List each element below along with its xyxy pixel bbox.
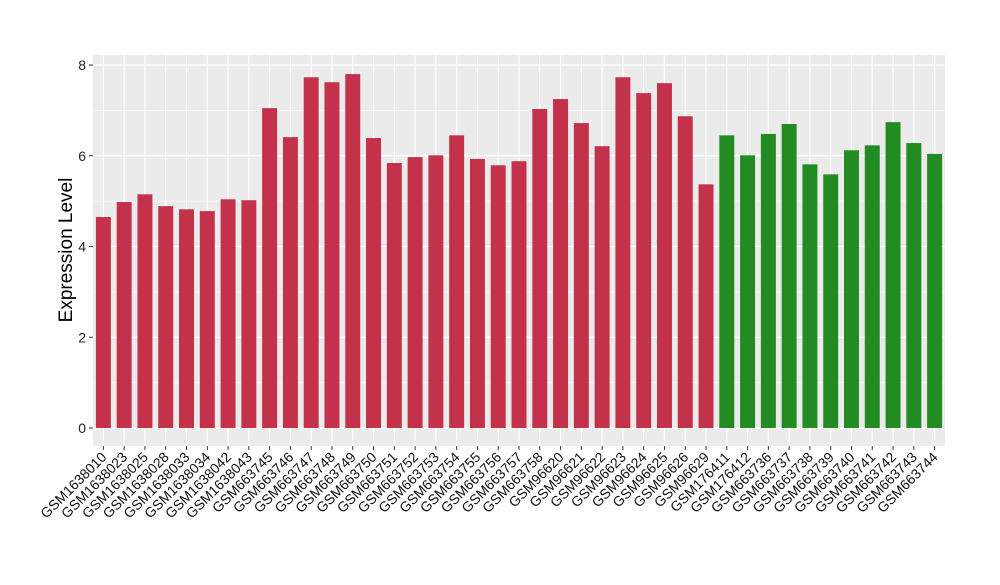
bars: [95, 74, 943, 429]
bar-GSM663751: [386, 163, 402, 428]
bar-GSM1638028: [158, 206, 174, 428]
bar-GSM1638042: [220, 199, 236, 428]
y-tick-label: 2: [78, 329, 86, 345]
bar-GSM1638033: [179, 209, 194, 428]
y-tick-label: 4: [78, 239, 86, 255]
bar-GSM663754: [449, 135, 465, 429]
bar-GSM663740: [844, 150, 859, 428]
bar-GSM1638025: [137, 194, 153, 428]
bar-GSM663746: [282, 137, 298, 429]
bar-GSM663747: [303, 77, 319, 428]
bar-GSM176411: [719, 135, 735, 429]
bar-GSM1638043: [241, 200, 257, 428]
bar-GSM663755: [469, 158, 485, 428]
y-tick-label: 8: [78, 57, 86, 73]
bar-GSM1638034: [199, 211, 215, 428]
bar-GSM663736: [760, 133, 776, 428]
bar-GSM663745: [262, 108, 278, 428]
bar-GSM176412: [740, 155, 756, 428]
bar-GSM663741: [864, 145, 880, 428]
bar-GSM96620: [553, 99, 569, 428]
y-axis: 0 2 4 6 8: [78, 57, 93, 436]
bar-GSM96626: [677, 116, 693, 429]
bar-GSM663748: [324, 82, 340, 429]
bar-GSM663744: [927, 153, 943, 428]
bar-GSM663737: [781, 123, 797, 429]
bar-GSM1638023: [116, 202, 132, 428]
y-tick-label: 0: [78, 420, 86, 436]
bar-GSM96629: [698, 184, 714, 428]
bar-GSM663750: [366, 138, 382, 428]
bar-GSM96621: [573, 123, 589, 428]
x-axis: GSM1638010GSM1638023GSM1638025GSM1638028…: [37, 446, 941, 521]
bar-GSM96625: [656, 83, 672, 429]
bar-GSM663743: [906, 143, 922, 429]
bar-GSM663749: [345, 74, 361, 428]
bar-GSM96622: [594, 146, 610, 428]
bar-GSM1638010: [95, 217, 111, 428]
bar-GSM663739: [823, 174, 839, 428]
bar-GSM663742: [885, 122, 901, 429]
y-axis-label: Expression Level: [56, 178, 77, 323]
y-tick-label: 6: [78, 148, 86, 164]
bar-GSM96624: [636, 93, 652, 428]
bar-GSM96623: [615, 77, 631, 428]
bar-GSM663758: [532, 109, 548, 429]
bar-GSM663752: [407, 157, 423, 428]
bar-GSM663753: [428, 155, 444, 428]
bar-GSM663738: [802, 164, 818, 428]
bar-GSM663757: [511, 161, 527, 428]
bar-GSM663756: [490, 165, 506, 428]
